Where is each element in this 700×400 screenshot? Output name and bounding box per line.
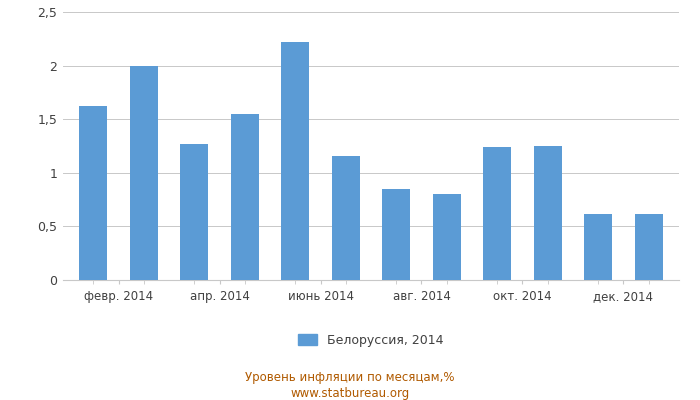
- Text: www.statbureau.org: www.statbureau.org: [290, 388, 410, 400]
- Bar: [79, 106, 107, 280]
- Bar: [382, 189, 410, 280]
- Bar: [433, 194, 461, 280]
- Bar: [130, 66, 158, 280]
- Bar: [534, 146, 561, 280]
- Bar: [584, 214, 612, 280]
- Bar: [281, 42, 309, 280]
- Bar: [332, 156, 360, 280]
- Bar: [181, 144, 208, 280]
- Bar: [231, 114, 259, 280]
- Legend: Белоруссия, 2014: Белоруссия, 2014: [293, 329, 449, 352]
- Bar: [635, 214, 663, 280]
- Text: Уровень инфляции по месяцам,%: Уровень инфляции по месяцам,%: [245, 372, 455, 384]
- Bar: [483, 147, 511, 280]
